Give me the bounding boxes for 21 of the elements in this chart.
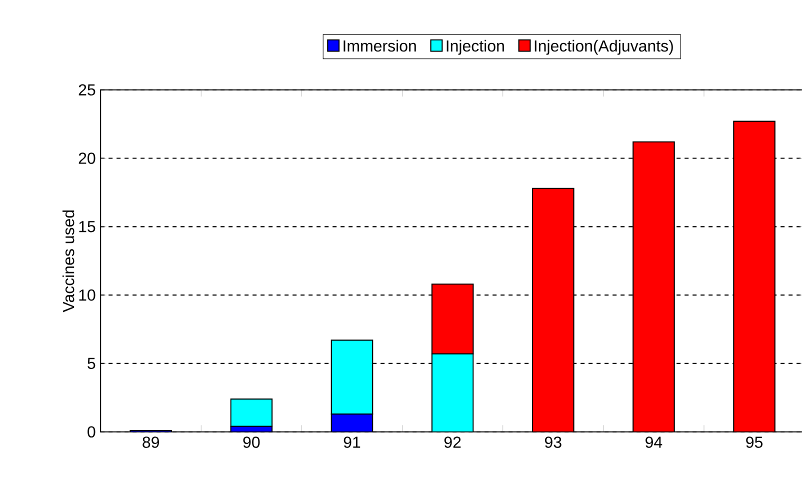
bar bbox=[330, 414, 374, 432]
x-tick-label: 89 bbox=[142, 436, 159, 448]
y-tick-label: 15 bbox=[79, 221, 96, 232]
y-tick-label: 10 bbox=[79, 289, 96, 301]
y-tick-label: 25 bbox=[78, 84, 96, 96]
x-tick-label: 95 bbox=[746, 436, 762, 448]
y-tick-label: 5 bbox=[88, 358, 96, 370]
bar bbox=[330, 340, 374, 415]
y-tick-label: 20 bbox=[78, 152, 96, 164]
x-tick-label: 91 bbox=[344, 436, 360, 448]
legend-label: Immersion bbox=[344, 40, 416, 52]
legend-label: Injection bbox=[446, 40, 504, 55]
x-tick-label: 90 bbox=[243, 436, 260, 448]
x-tick-label: 92 bbox=[444, 436, 461, 448]
legend-label: Injection(Adjuvants) bbox=[534, 40, 673, 55]
bar bbox=[431, 353, 474, 432]
bar bbox=[230, 398, 273, 427]
x-tick-label: 93 bbox=[544, 436, 562, 448]
y-tick-label: 0 bbox=[88, 426, 96, 438]
x-tick-label: 94 bbox=[646, 436, 662, 448]
y-axis-title: Vaccines used bbox=[62, 210, 74, 312]
